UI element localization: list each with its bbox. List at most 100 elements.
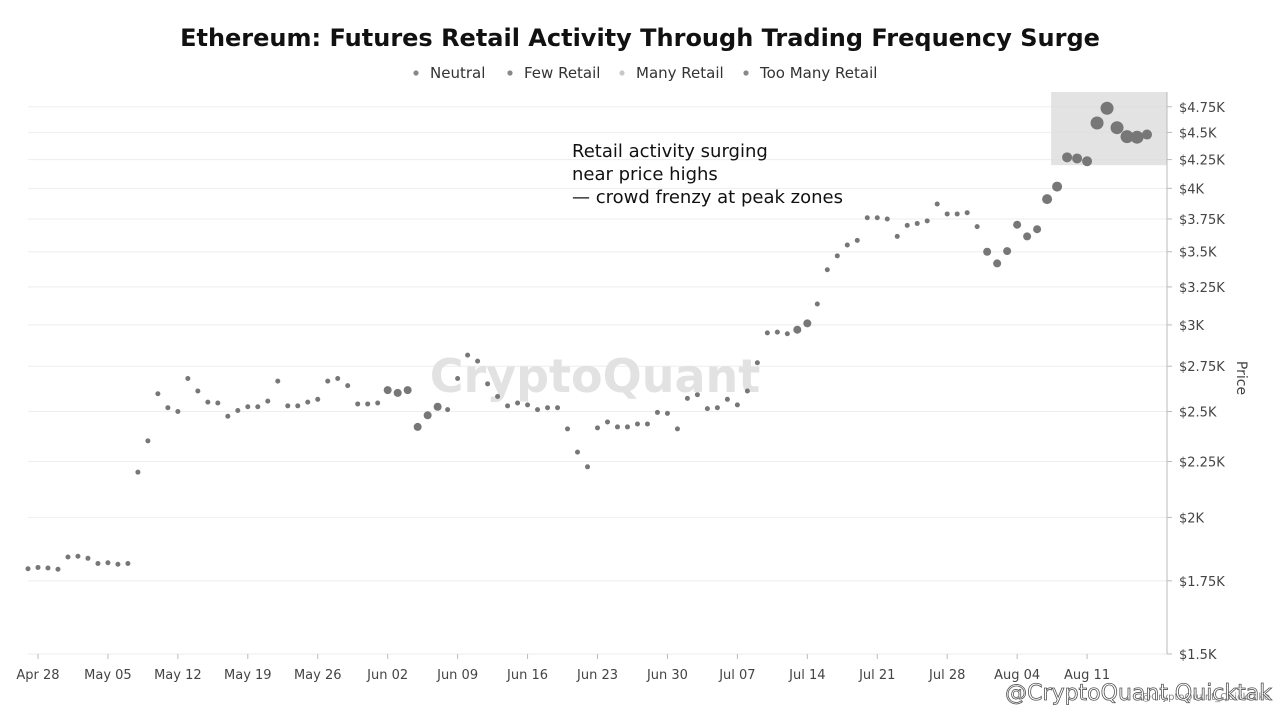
data-point xyxy=(803,319,812,328)
data-point xyxy=(355,401,361,407)
data-point xyxy=(375,400,381,406)
legend-label-few-retail: Few Retail xyxy=(524,64,600,82)
legend-item-too-many-retail[interactable]: Too Many Retail xyxy=(743,64,877,82)
data-point xyxy=(1003,247,1012,256)
data-point xyxy=(874,215,880,221)
x-tick-label: Jul 07 xyxy=(718,668,755,683)
x-tick-label: Jun 30 xyxy=(646,668,688,683)
data-point xyxy=(315,396,321,402)
legend-item-neutral[interactable]: Neutral xyxy=(413,64,485,82)
data-point xyxy=(235,408,241,414)
data-point xyxy=(824,267,830,273)
data-point xyxy=(515,400,521,406)
data-point xyxy=(734,402,740,408)
credit-watermark: @CryptoQuant Quicktak xyxy=(1005,681,1272,706)
data-point xyxy=(714,405,720,411)
data-point xyxy=(1120,130,1134,144)
data-point xyxy=(215,400,221,406)
data-point xyxy=(664,410,670,416)
x-tick-label: May 26 xyxy=(294,668,342,683)
data-point xyxy=(465,352,471,358)
x-tick-label: Jul 21 xyxy=(858,668,895,683)
y-tick-label: $2.25K xyxy=(1179,456,1225,471)
y-tick-label: $3.75K xyxy=(1179,213,1225,228)
legend-item-few-retail[interactable]: Few Retail xyxy=(507,64,600,82)
credit-subtext: @CryptoQuant_Quicktake xyxy=(1141,692,1270,703)
data-point xyxy=(495,394,501,400)
data-point xyxy=(914,220,920,226)
data-point xyxy=(335,375,341,381)
data-point xyxy=(565,426,571,432)
data-point xyxy=(423,411,432,420)
y-axis: $4.75K $4.5K $4.25K $4K $3.75K $3.5K $3.25K $3K… xyxy=(1167,101,1225,663)
data-point xyxy=(325,378,331,384)
data-point xyxy=(674,426,680,432)
data-point xyxy=(265,398,271,404)
y-tick-label: $2.75K xyxy=(1179,360,1225,375)
x-tick-label: Jun 02 xyxy=(366,668,408,683)
x-tick-label: Aug 11 xyxy=(1064,668,1110,683)
data-point xyxy=(195,388,201,394)
y-tick-label: $1.75K xyxy=(1179,575,1225,590)
data-point xyxy=(954,211,960,217)
y-tick-label: $2K xyxy=(1179,511,1205,526)
x-tick-label: Jul 14 xyxy=(788,668,825,683)
annotation-line-3: — crowd frenzy at peak zones xyxy=(572,187,843,208)
data-point xyxy=(774,329,780,335)
data-point xyxy=(403,386,412,395)
data-point xyxy=(585,464,591,470)
x-tick-label: Apr 28 xyxy=(16,668,59,683)
data-point xyxy=(45,565,51,571)
data-point xyxy=(295,403,301,409)
data-point xyxy=(1110,121,1124,135)
chart-title: Ethereum: Futures Retail Activity Throug… xyxy=(180,24,1100,52)
data-point xyxy=(1082,156,1093,167)
x-tick-label: May 19 xyxy=(224,668,272,683)
legend-label-neutral: Neutral xyxy=(430,64,485,82)
data-point xyxy=(1100,101,1114,115)
y-tick-label: $4.75K xyxy=(1179,101,1225,116)
x-tick-label: Jun 16 xyxy=(506,668,548,683)
data-point xyxy=(305,399,311,405)
data-point xyxy=(944,211,950,217)
data-point xyxy=(165,405,171,411)
data-point xyxy=(545,405,551,411)
legend-dot-many-retail xyxy=(619,70,625,76)
data-point xyxy=(814,301,820,307)
data-point xyxy=(383,386,392,395)
data-point xyxy=(145,438,151,444)
data-point xyxy=(1052,181,1063,192)
data-point xyxy=(155,391,161,397)
y-axis-title: Price xyxy=(1233,361,1249,395)
data-point xyxy=(445,407,451,413)
y-tick-label: $3.25K xyxy=(1179,281,1225,296)
data-point xyxy=(345,383,351,389)
data-point xyxy=(135,469,141,475)
data-point xyxy=(525,402,531,408)
data-point xyxy=(285,403,291,409)
legend: Neutral Few Retail Many Retail Too Many … xyxy=(413,64,877,82)
legend-item-many-retail[interactable]: Many Retail xyxy=(619,64,724,82)
data-point xyxy=(475,358,481,364)
data-point xyxy=(275,378,281,384)
data-point xyxy=(864,215,870,221)
data-point xyxy=(844,242,850,248)
data-point xyxy=(1072,153,1083,164)
data-point xyxy=(764,330,770,336)
data-point xyxy=(555,405,561,411)
x-tick-label: Aug 04 xyxy=(994,668,1040,683)
data-point xyxy=(105,560,111,566)
legend-label-too-many-retail: Too Many Retail xyxy=(759,64,877,82)
data-point xyxy=(724,396,730,402)
data-point xyxy=(245,404,251,410)
x-tick-label: May 05 xyxy=(84,668,132,683)
data-point xyxy=(433,402,442,411)
data-point xyxy=(634,421,640,427)
data-point xyxy=(744,388,750,394)
data-point xyxy=(694,392,700,398)
data-point xyxy=(754,360,760,366)
data-point xyxy=(624,424,630,430)
data-point xyxy=(485,381,491,387)
data-point xyxy=(704,406,710,412)
annotation-line-1: Retail activity surging xyxy=(572,141,768,162)
